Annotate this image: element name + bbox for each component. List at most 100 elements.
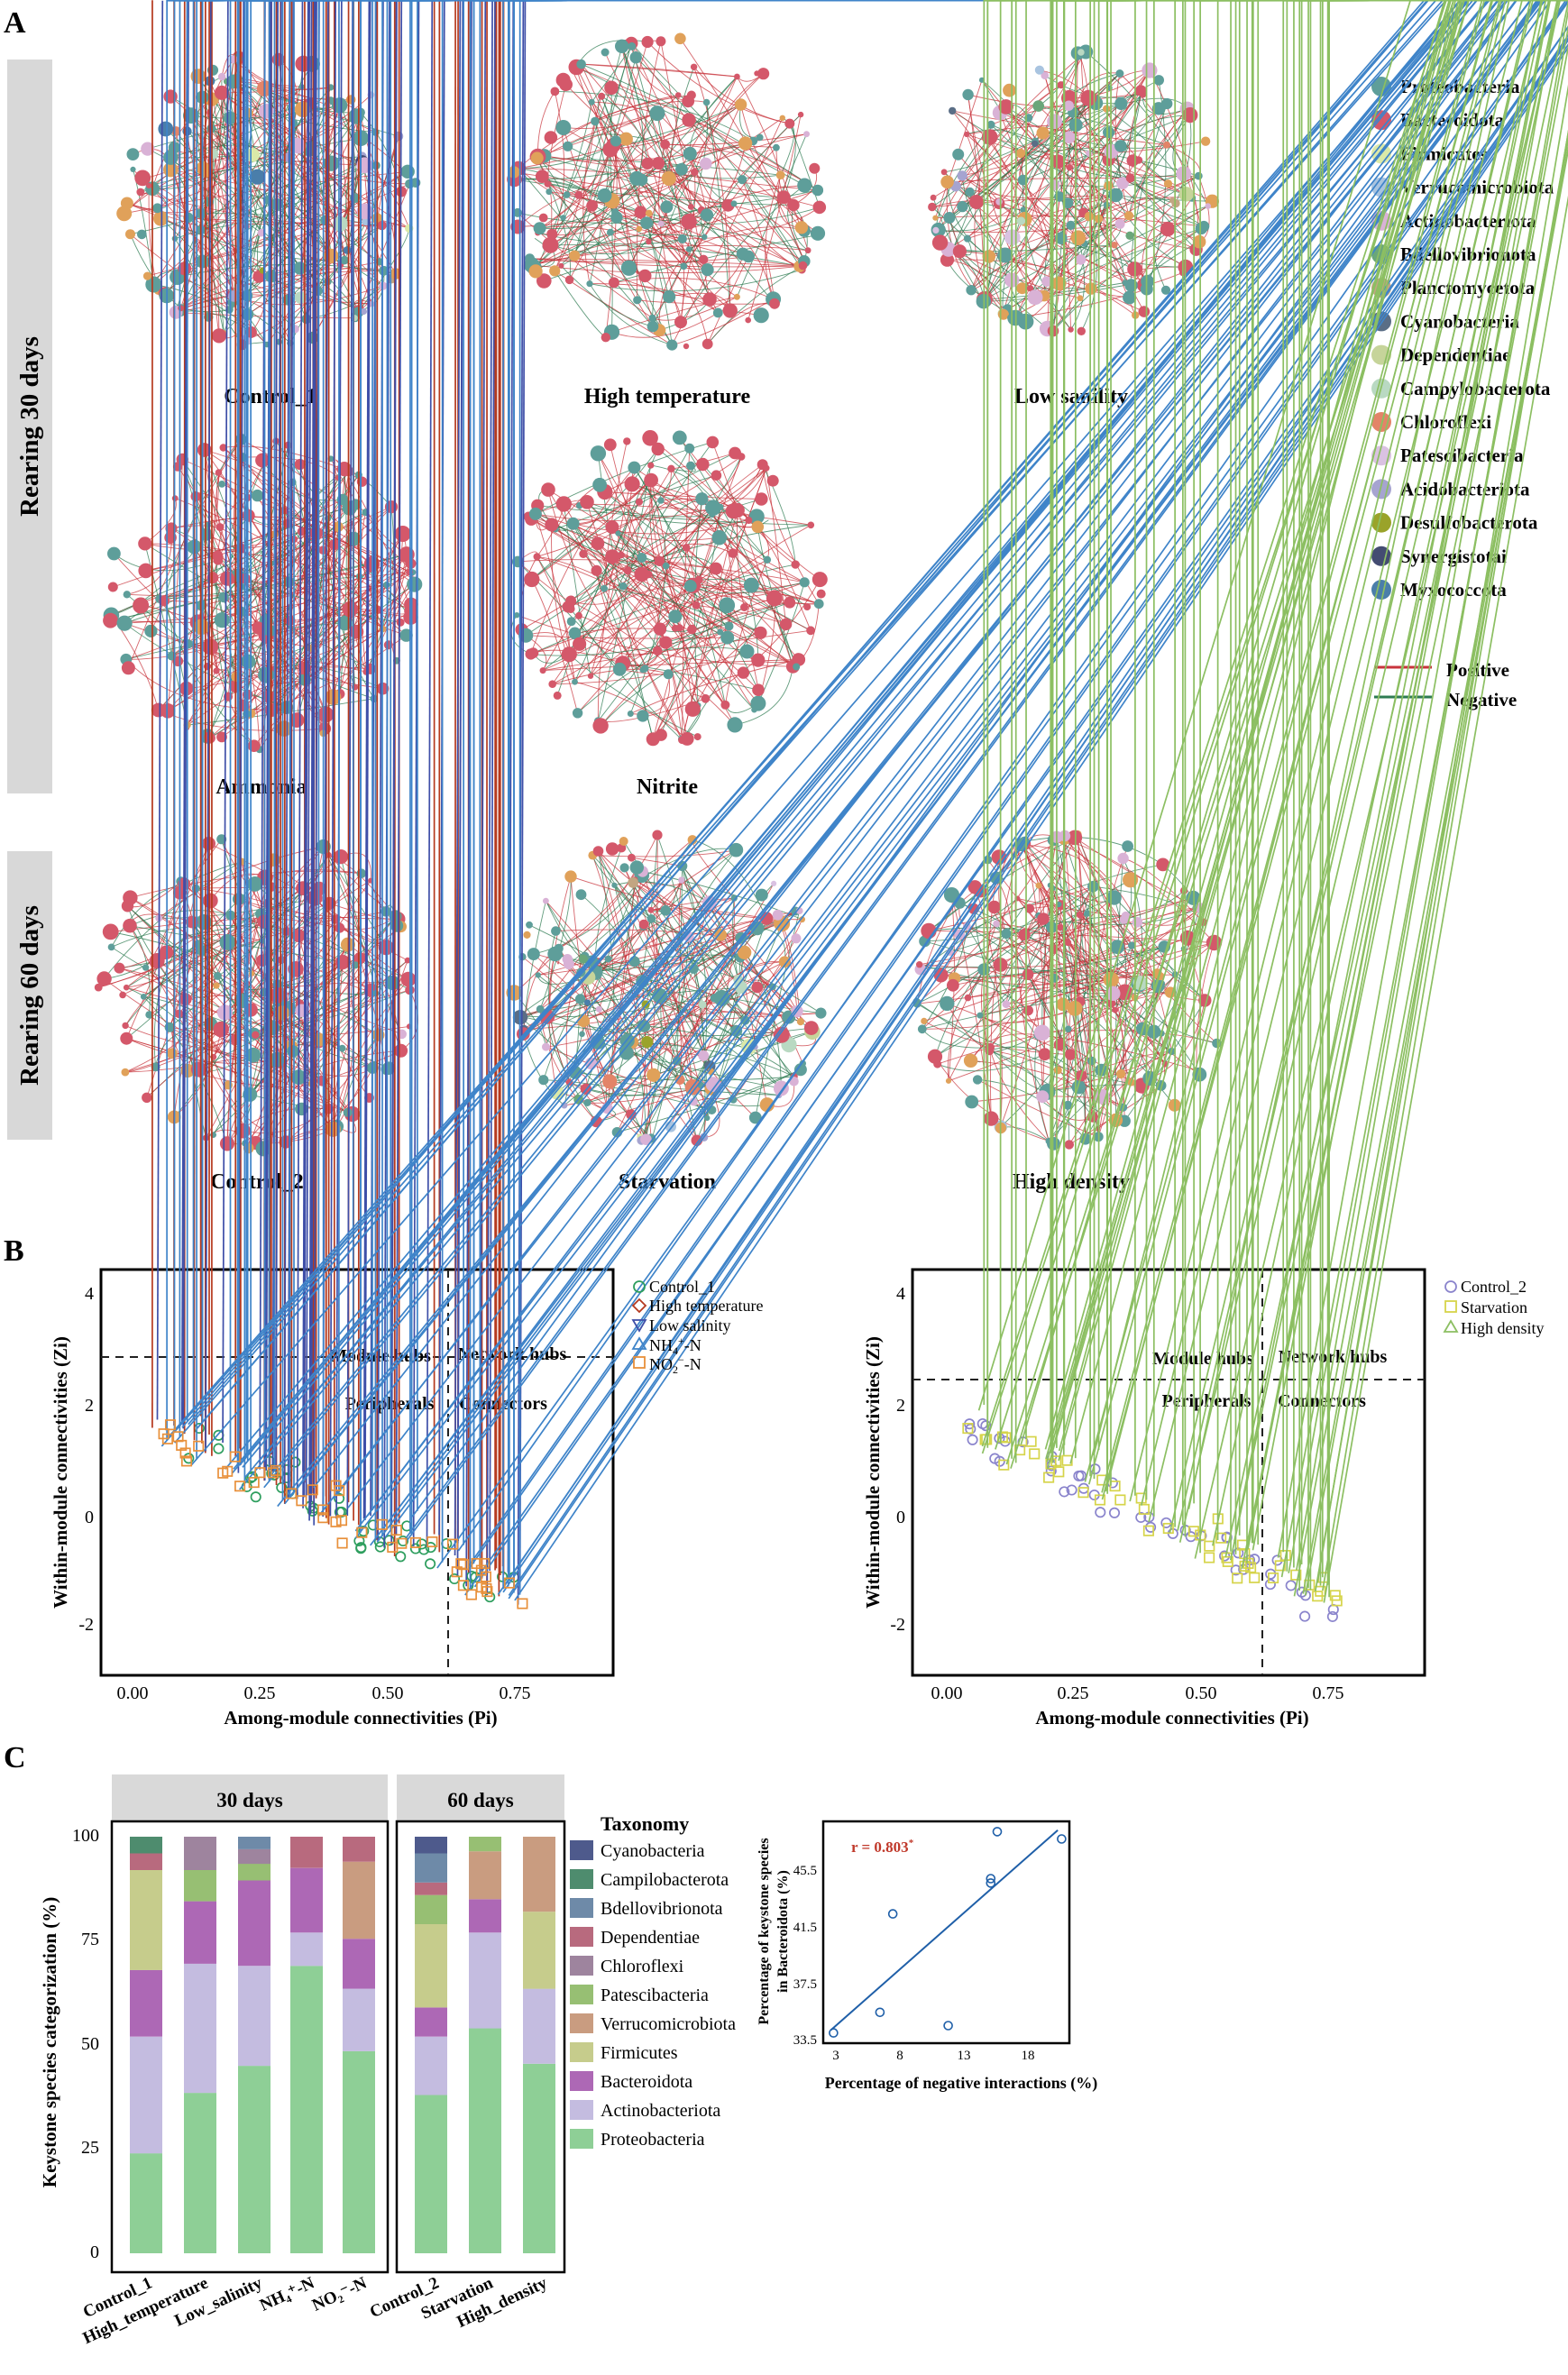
corr-y-tick-335: 33.5 [793, 2033, 817, 2048]
zipi-point [179, 1447, 191, 1459]
network-node [573, 637, 587, 651]
bar-y-axis-label: Keystone species categorization (%) [39, 1897, 60, 2188]
network-node [804, 247, 812, 254]
network-edge [547, 489, 683, 739]
taxonomy-legend-swatch [570, 2042, 593, 2062]
zipi-point [180, 0, 188, 1425]
network-node [608, 277, 619, 289]
zipi-point [269, 0, 1479, 1478]
network-edge [601, 96, 670, 298]
network-node [748, 1111, 762, 1124]
network-label-starvation: Starvation [619, 1170, 716, 1194]
network-node [1062, 197, 1074, 209]
network-node [693, 733, 701, 741]
network-edge [535, 507, 714, 521]
zipi-point [193, 1440, 205, 1452]
zipi-point [395, 1551, 407, 1563]
zipi-point [329, 0, 336, 1517]
network-node [214, 612, 230, 628]
network-node [152, 203, 163, 214]
network-edge [167, 459, 183, 711]
zipi-point [1108, 1507, 1121, 1518]
zipi-point [1094, 1494, 1106, 1506]
network-node [219, 571, 235, 586]
network-node [728, 548, 738, 558]
network-node [797, 111, 804, 118]
network-edge [537, 232, 683, 245]
network-node [652, 830, 663, 840]
network-edge [622, 585, 797, 667]
zipi-point [358, 1526, 370, 1537]
legend-label-nh4: NH4+-N [649, 1334, 701, 1357]
network-node [711, 529, 728, 546]
network-edge [1022, 179, 1052, 282]
zipi-point [1077, 1487, 1089, 1499]
network-node [740, 1015, 750, 1025]
network-node [1020, 206, 1027, 214]
network-edge [977, 1078, 1087, 1140]
bar-segment [523, 1837, 555, 1912]
network-node [940, 252, 955, 267]
network-edge [640, 995, 662, 1141]
zipi-point [296, 0, 304, 1499]
network-node [572, 678, 578, 685]
network-node [684, 701, 701, 717]
network-node [605, 520, 619, 535]
network-node [566, 517, 580, 530]
network-node [541, 482, 555, 497]
network-edge [961, 175, 1005, 256]
network-label-low-sanility: Low sanility [1014, 385, 1128, 408]
network-node [563, 141, 573, 151]
network-node [144, 624, 158, 638]
network-node [107, 582, 118, 592]
zipi-point [395, 0, 403, 1536]
zipi-point [390, 1524, 402, 1536]
network-edge [517, 212, 653, 319]
network-edge [573, 480, 652, 525]
network-node [638, 919, 649, 930]
zipi-point [451, 1566, 463, 1578]
network-node [213, 971, 222, 980]
network-node [563, 191, 571, 198]
network-node [965, 1095, 979, 1109]
network-node [1160, 221, 1176, 237]
network-node [813, 599, 824, 610]
network-node [809, 162, 821, 174]
corr-point [875, 2007, 885, 2018]
network-edge [129, 925, 151, 1015]
network-node [294, 458, 306, 471]
network-node [652, 157, 665, 170]
legend-nh4-main: NH [649, 1336, 673, 1354]
network-node [661, 170, 676, 186]
network-node [812, 200, 827, 215]
network-node [1002, 1000, 1011, 1009]
zipi-point [396, 1537, 408, 1549]
legend-marker-low-salinity [631, 1319, 647, 1333]
network-node [760, 912, 774, 925]
zipi-point [454, 0, 462, 1556]
network-node [751, 653, 766, 667]
taxonomy-legend-label: Proteobacteria [601, 2130, 705, 2150]
bar-x-label-nh4: NH₄⁺-N [257, 2273, 317, 2315]
taxonomy-legend-swatch [570, 1985, 593, 2004]
network-edge [693, 73, 764, 173]
network-edge [948, 834, 1078, 1082]
network-edge [1034, 1034, 1050, 1142]
legend-marker-control-1 [633, 1280, 646, 1293]
network-edge [594, 121, 684, 267]
network-node [931, 234, 949, 251]
bar-segment [343, 1988, 375, 2051]
network-node [927, 1049, 943, 1064]
network-edge [647, 481, 699, 706]
network-node [407, 576, 423, 592]
network-node [1024, 903, 1035, 913]
network-node [797, 178, 812, 193]
bar-segment [238, 2066, 271, 2253]
zipi-point [364, 0, 371, 1521]
network-edge [702, 898, 735, 1057]
network-node [778, 956, 791, 968]
network-node [633, 296, 642, 305]
network-node [136, 188, 145, 197]
network-node [178, 305, 185, 312]
network-node [737, 945, 752, 960]
